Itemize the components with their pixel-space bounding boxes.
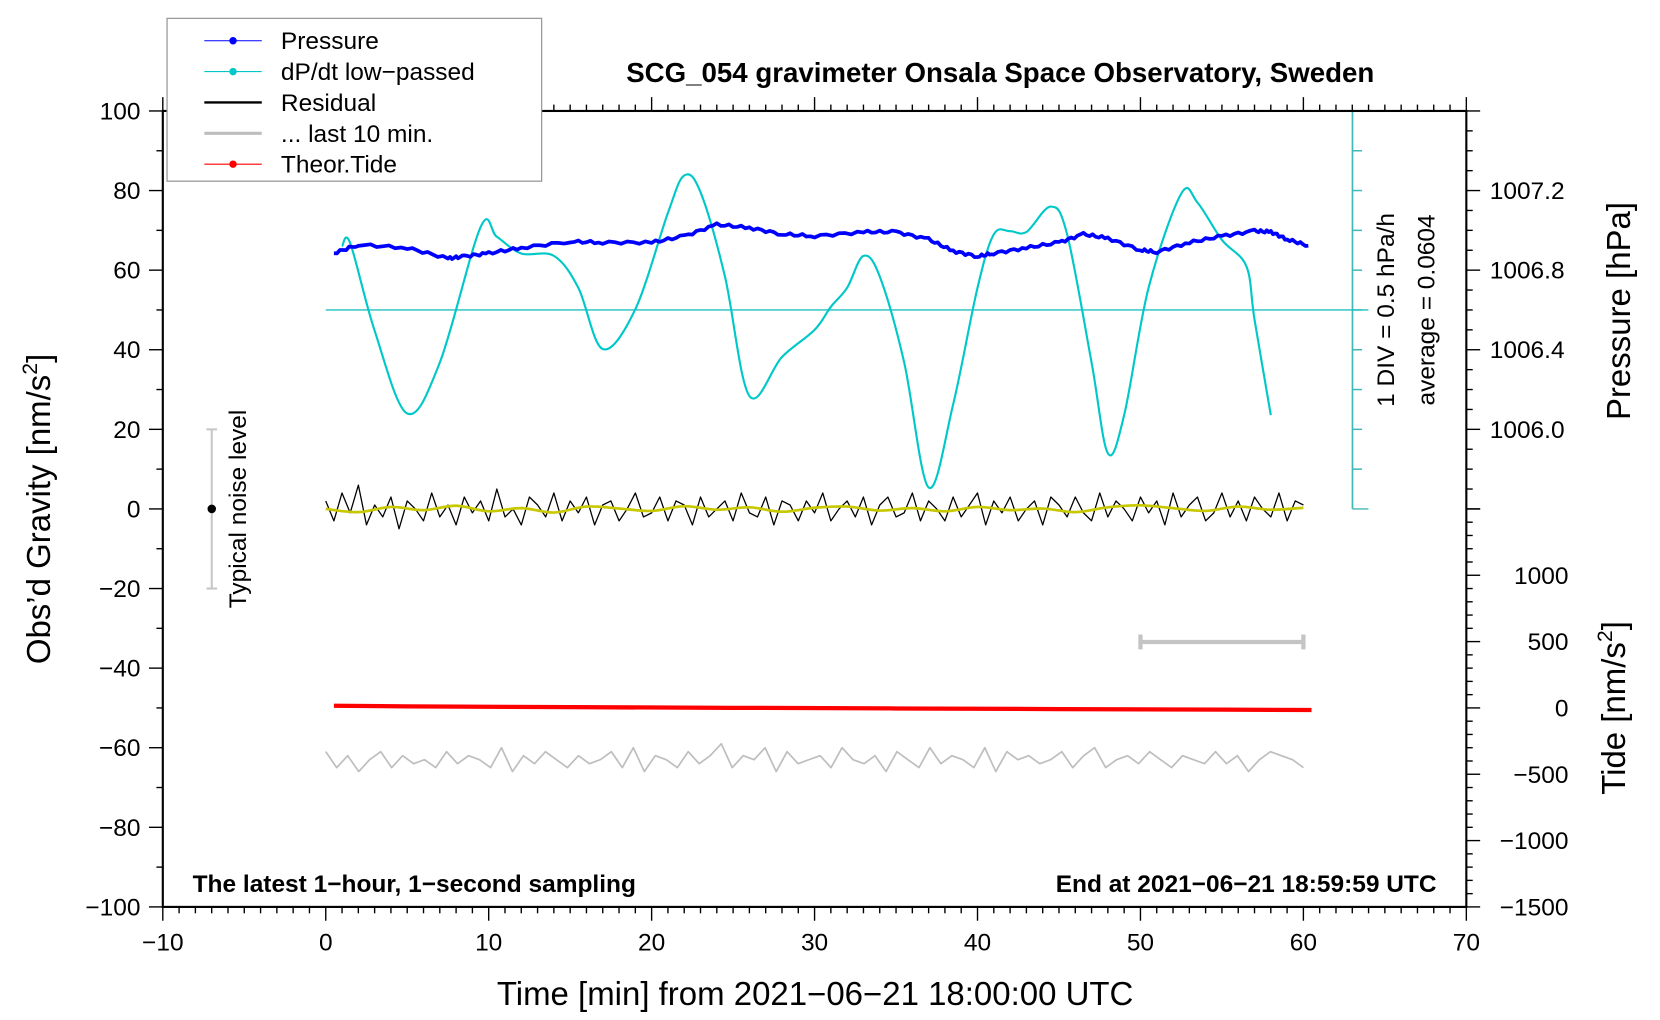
legend-box bbox=[166, 17, 543, 182]
x-tick-label: 70 bbox=[1453, 930, 1480, 957]
last10-residual-line bbox=[325, 742, 1304, 773]
y-tick-label: −20 bbox=[99, 576, 141, 603]
x-tick-label: 0 bbox=[319, 930, 333, 957]
x-tick-label: 30 bbox=[801, 930, 828, 957]
y-tick-label: 0 bbox=[127, 496, 141, 523]
legend-label: Residual bbox=[281, 90, 376, 117]
data-series bbox=[206, 110, 1369, 773]
axis-ticks: −10 0 10 20 30 40 50 60 70−100−80−60−40−20020406… bbox=[85, 97, 1569, 957]
tide-tick-label: 0 bbox=[1555, 695, 1569, 722]
x-tick-label: −10 bbox=[142, 930, 184, 957]
dpdt-line bbox=[340, 173, 1272, 489]
x-tick-label: 60 bbox=[1290, 930, 1317, 957]
legend-label: Theor.Tide bbox=[281, 152, 397, 179]
plot-frame bbox=[161, 109, 1468, 908]
pressure-line bbox=[333, 221, 1309, 261]
end-time-note: End at 2021−06−21 18:59:59 UTC bbox=[1056, 871, 1437, 898]
div-scale-label: 1 DIV = 0.5 hPa/h bbox=[1373, 213, 1400, 407]
x-axis-label: Time [min] from 2021−06−21 18:00:00 UTC bbox=[497, 975, 1134, 1012]
noise-level-dot bbox=[207, 504, 217, 514]
noise-level-label: Typical noise level bbox=[225, 410, 252, 609]
x-tick-label: 50 bbox=[1127, 930, 1154, 957]
residual-line bbox=[325, 484, 1304, 530]
legend-marker-icon bbox=[229, 67, 237, 76]
y-tick-label: 80 bbox=[113, 178, 140, 205]
legend-item: Pressure bbox=[204, 28, 379, 55]
y-tick-label: 100 bbox=[100, 98, 141, 125]
x-tick-label: 10 bbox=[475, 930, 502, 957]
y-tick-label: −80 bbox=[99, 815, 141, 842]
legend-marker-icon bbox=[229, 160, 237, 168]
legend-label: ... last 10 min. bbox=[281, 121, 433, 148]
legend-item: Residual bbox=[204, 90, 376, 117]
legend-item: dP/dt low−passed bbox=[204, 59, 475, 86]
pressure-axis-label: Pressure [hPa] bbox=[1600, 202, 1637, 420]
y-tick-label: 40 bbox=[113, 337, 140, 364]
tide-tick-label: −500 bbox=[1513, 762, 1568, 789]
legend-label: dP/dt low−passed bbox=[281, 59, 475, 86]
average-label: average = 0.0604 bbox=[1413, 214, 1440, 405]
tide-tick-label: −1000 bbox=[1500, 828, 1569, 855]
legend-label: Pressure bbox=[281, 28, 379, 55]
pressure-tick-label: 1007.2 bbox=[1490, 178, 1565, 205]
y-tick-label: 20 bbox=[113, 417, 140, 444]
y-tick-label: 60 bbox=[113, 258, 140, 285]
y-tick-label: −100 bbox=[85, 894, 140, 921]
x-tick-label: 20 bbox=[638, 930, 665, 957]
residual-smoothed-line bbox=[325, 504, 1304, 514]
tide-tick-label: 1000 bbox=[1514, 563, 1568, 590]
pressure-tick-label: 1006.8 bbox=[1490, 258, 1565, 285]
pressure-tick-label: 1006.4 bbox=[1490, 337, 1565, 364]
sampling-note: The latest 1−hour, 1−second sampling bbox=[193, 871, 636, 898]
y-axis-label: Obs’d Gravity [nm/s2] bbox=[18, 354, 57, 664]
x-tick-label: 40 bbox=[964, 930, 991, 957]
tide-axis-label: Tide [nm/s2] bbox=[1593, 621, 1632, 795]
y-tick-label: −40 bbox=[99, 656, 141, 683]
legend-item: Theor.Tide bbox=[204, 152, 397, 179]
y-tick-label: −60 bbox=[99, 735, 141, 762]
theor-tide-line bbox=[333, 703, 1312, 713]
tide-tick-label: −1500 bbox=[1500, 894, 1569, 921]
legend-marker-icon bbox=[229, 37, 237, 45]
legend: Pressure dP/dt low−passed Residual ... last… bbox=[166, 17, 543, 182]
legend-item: ... last 10 min. bbox=[204, 121, 433, 148]
chart-title: SCG_054 gravimeter Onsala Space Observat… bbox=[626, 57, 1374, 88]
tide-tick-label: 500 bbox=[1528, 629, 1569, 656]
pressure-tick-label: 1006.0 bbox=[1490, 417, 1565, 444]
